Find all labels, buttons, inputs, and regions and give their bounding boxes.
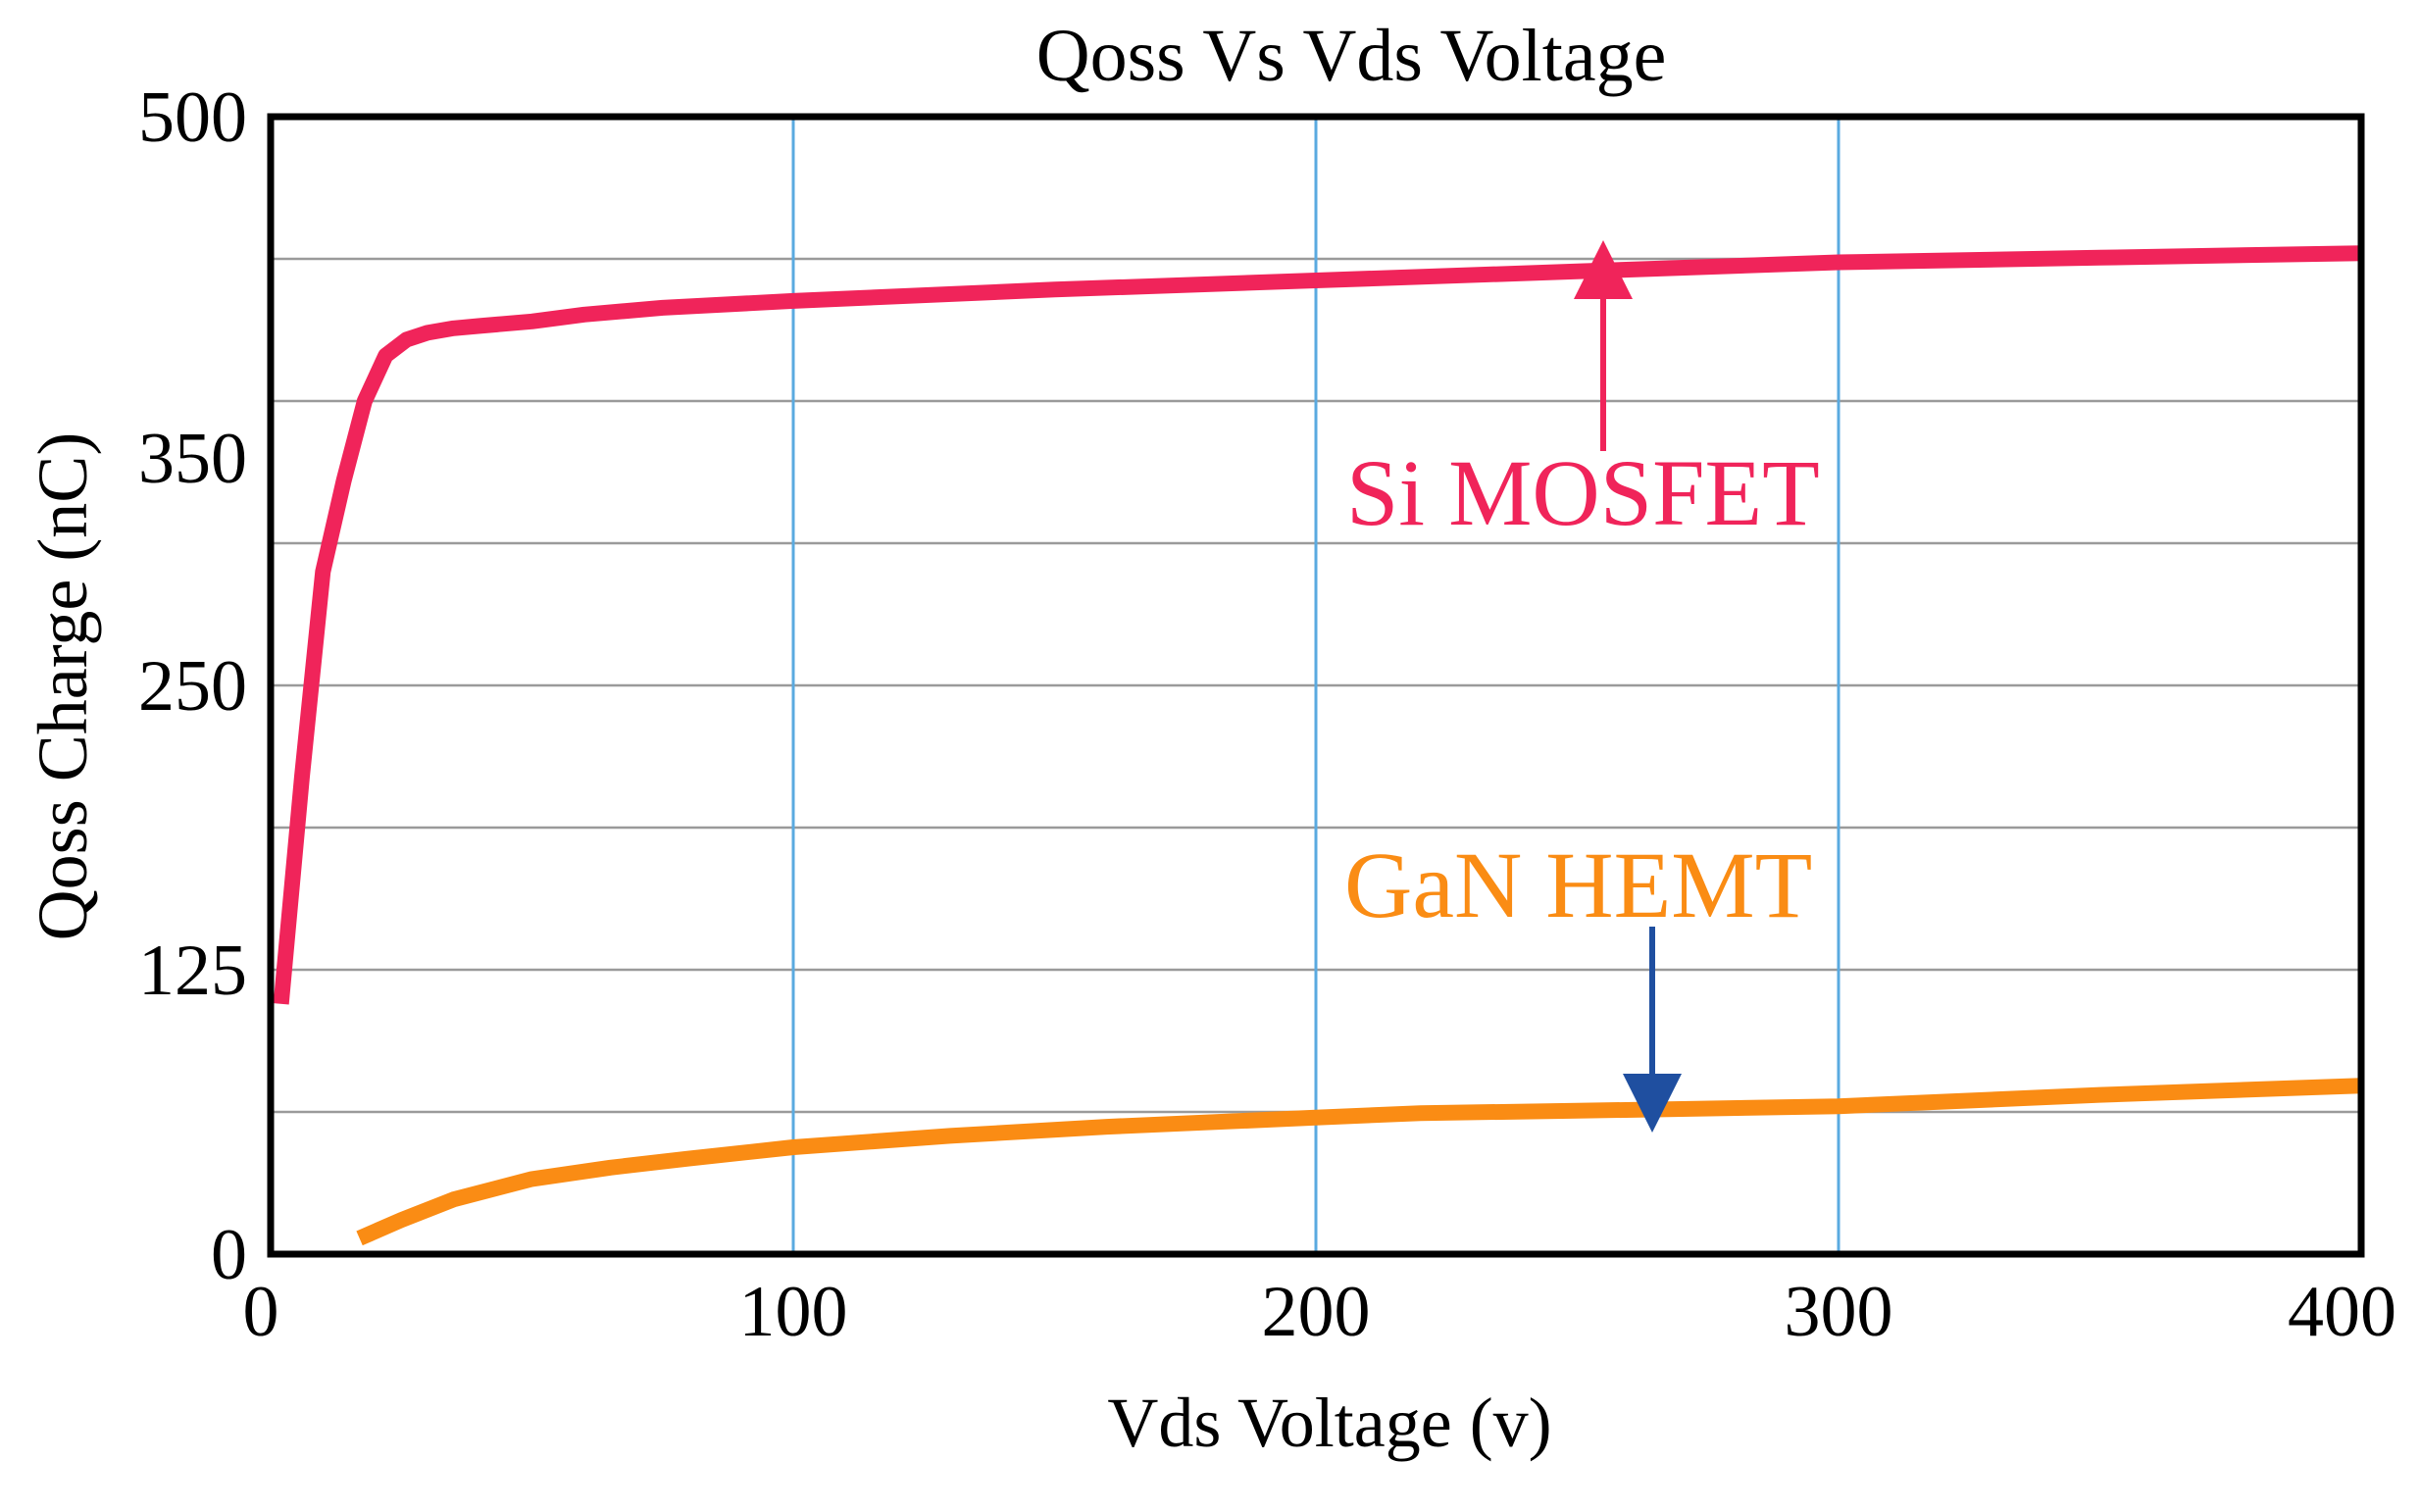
x-tick-label: 300 — [1785, 1272, 1893, 1352]
x-tick-label: 0 — [243, 1272, 279, 1352]
plot-frame — [267, 113, 2365, 1258]
x-tick-label: 200 — [1262, 1272, 1371, 1352]
gridlines — [271, 117, 2361, 1254]
x-tick-label: 100 — [739, 1272, 848, 1352]
y-axis-label: Qoss Charge (nC) — [24, 432, 102, 941]
series-group — [273, 245, 2362, 1246]
annotation-si-mosfet: Si MOSFET — [1346, 440, 1820, 545]
y-tick-label: 125 — [138, 931, 247, 1011]
series-line-si-mosfet — [273, 245, 2362, 1005]
x-tick-label: 400 — [2288, 1272, 2396, 1352]
y-tick-label: 250 — [138, 646, 247, 727]
y-tick-label: 0 — [211, 1215, 247, 1295]
series-line-gan-hemt — [356, 1078, 2362, 1246]
y-tick-label: 500 — [138, 77, 247, 158]
x-axis-label: Vds Voltage (v) — [1107, 1384, 1551, 1462]
y-tick-label: 350 — [138, 419, 247, 499]
chart-title: Qoss Vs Vds Voltage — [1036, 15, 1667, 97]
ticks: 0 125 250 350 500 0 100 200 300 400 — [138, 77, 2396, 1352]
annotation-gan-hemt: GaN HEMT — [1344, 832, 1812, 937]
